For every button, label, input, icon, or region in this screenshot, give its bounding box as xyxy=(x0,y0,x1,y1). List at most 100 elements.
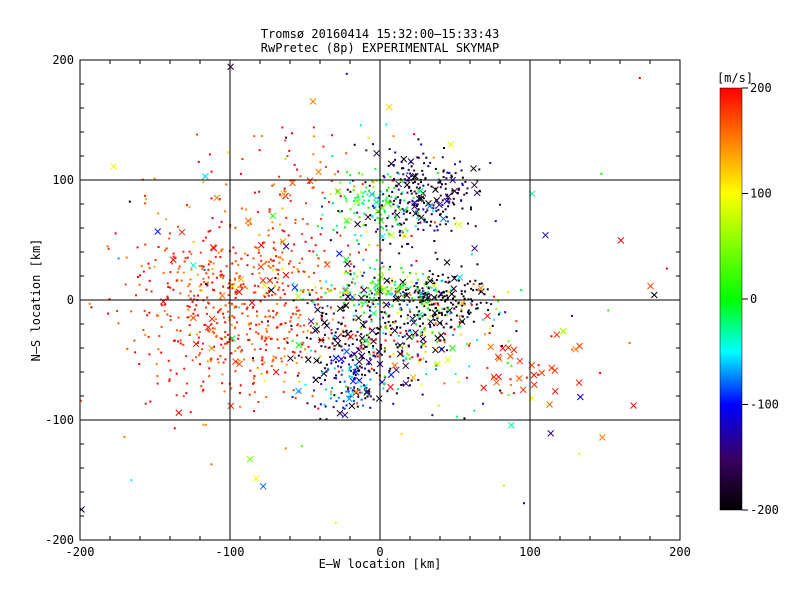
scatter-dot xyxy=(458,321,461,324)
scatter-dot xyxy=(238,306,241,309)
scatter-dot xyxy=(249,369,252,372)
scatter-dot xyxy=(185,355,188,358)
scatter-dot xyxy=(395,299,398,302)
scatter-dot xyxy=(450,318,453,321)
scatter-dot xyxy=(274,277,277,280)
scatter-dot xyxy=(365,384,368,387)
scatter-dot xyxy=(400,167,403,170)
scatter-dot xyxy=(237,337,240,340)
scatter-dot xyxy=(365,387,368,390)
scatter-dot xyxy=(447,307,450,310)
scatter-dot xyxy=(383,311,386,314)
scatter-dot xyxy=(520,288,523,291)
scatter-dot xyxy=(206,296,209,299)
scatter-dot xyxy=(344,270,347,273)
scatter-dot xyxy=(460,265,463,268)
scatter-dot xyxy=(179,329,182,332)
scatter-dot xyxy=(166,297,169,300)
scatter-dot xyxy=(480,282,483,285)
scatter-dot xyxy=(347,390,350,393)
x-axis-label: E–W location [km] xyxy=(319,557,442,571)
scatter-dot xyxy=(402,173,405,176)
scatter-dot xyxy=(305,355,308,358)
scatter-cross xyxy=(261,282,269,290)
scatter-dot xyxy=(400,384,403,387)
scatter-dot xyxy=(451,201,454,204)
scatter-dot xyxy=(369,289,372,292)
scatter-dot xyxy=(434,207,437,210)
scatter-dot xyxy=(251,382,254,385)
scatter-dot xyxy=(345,200,348,203)
scatter-dot xyxy=(190,268,193,271)
scatter-dot xyxy=(389,175,392,178)
scatter-dot xyxy=(410,234,413,237)
scatter-dot xyxy=(388,293,391,296)
scatter-dot xyxy=(117,257,120,260)
scatter-dot xyxy=(208,367,211,370)
scatter-dot xyxy=(445,216,448,219)
scatter-dot xyxy=(443,146,446,149)
scatter-dot xyxy=(408,357,411,360)
scatter-cross xyxy=(323,261,331,268)
scatter-dot xyxy=(437,208,440,211)
scatter-dot xyxy=(319,417,322,420)
scatter-dot xyxy=(420,296,423,299)
scatter-dot xyxy=(439,13,441,15)
scatter-dot xyxy=(389,367,392,370)
scatter-dot xyxy=(420,297,423,300)
scatter-dot xyxy=(333,173,336,176)
scatter-cross xyxy=(493,379,500,386)
scatter-dot xyxy=(420,346,423,349)
scatter-dot xyxy=(409,161,412,164)
scatter-dot xyxy=(502,484,505,487)
scatter-dot xyxy=(399,285,402,288)
scatter-cross xyxy=(426,277,434,285)
scatter-dot xyxy=(368,350,371,353)
scatter-cross xyxy=(451,275,458,282)
scatter-dot xyxy=(379,249,382,252)
scatter-dot xyxy=(409,272,412,275)
scatter-dot xyxy=(461,207,464,210)
scatter-dot xyxy=(360,306,363,309)
scatter-dot xyxy=(368,244,371,247)
scatter-dot xyxy=(263,361,266,364)
scatter-dot xyxy=(468,365,471,368)
scatter-dot xyxy=(299,175,302,178)
scatter-dot xyxy=(537,364,540,367)
scatter-dot xyxy=(372,186,375,189)
scatter-dot xyxy=(416,278,419,281)
scatter-dot xyxy=(136,246,139,249)
scatter-dot xyxy=(219,270,222,273)
scatter-dot xyxy=(137,275,140,278)
scatter-dot xyxy=(358,365,361,368)
scatter-dot xyxy=(375,180,378,183)
scatter-dot xyxy=(398,231,401,234)
scatter-dot xyxy=(469,280,472,283)
scatter-dot xyxy=(222,346,225,349)
scatter-dot xyxy=(379,278,382,281)
scatter-dot xyxy=(436,309,439,312)
scatter-dot xyxy=(293,163,296,166)
scatter-dot xyxy=(387,290,390,293)
scatter-cross xyxy=(693,296,699,302)
scatter-dot xyxy=(435,225,438,228)
scatter-dot xyxy=(280,322,283,325)
scatter-dot xyxy=(395,343,398,346)
scatter-dot xyxy=(423,201,426,204)
scatter-dot xyxy=(371,204,374,207)
scatter-dot xyxy=(406,352,409,355)
scatter-cross xyxy=(208,344,215,352)
scatter-dot xyxy=(238,275,241,278)
scatter-cross xyxy=(337,355,345,363)
scatter-dot xyxy=(234,350,237,353)
scatter-dot xyxy=(401,284,404,287)
scatter-dot xyxy=(354,233,357,236)
scatter-dot xyxy=(382,175,385,178)
scatter-dot xyxy=(412,334,415,337)
scatter-dot xyxy=(271,227,274,230)
scatter-cross xyxy=(530,381,538,389)
scatter-dot xyxy=(287,234,290,237)
scatter-dot xyxy=(383,350,386,353)
scatter-dot xyxy=(369,266,372,269)
scatter-dot xyxy=(320,345,323,348)
